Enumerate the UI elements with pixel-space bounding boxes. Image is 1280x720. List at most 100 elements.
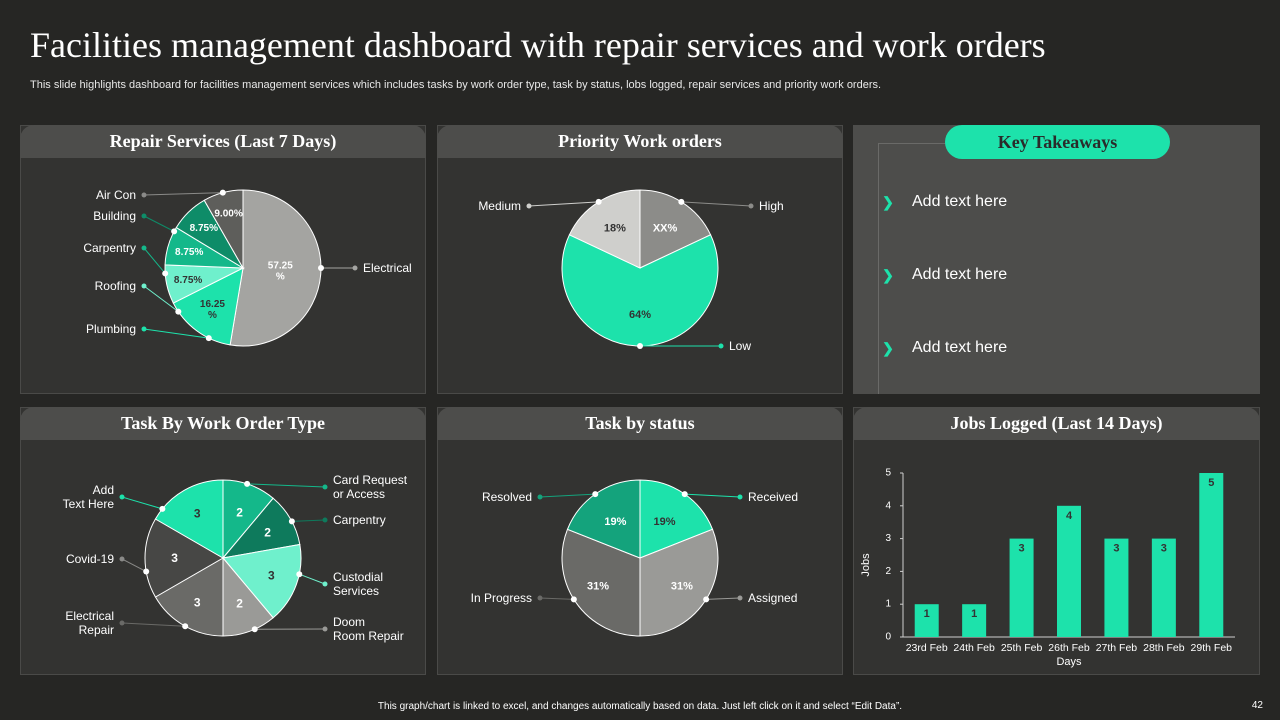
callout-dot bbox=[182, 623, 189, 630]
x-tick-label: 24th Feb bbox=[953, 642, 995, 654]
callout-dot bbox=[296, 571, 303, 578]
callout-dot bbox=[592, 491, 599, 498]
callout-line bbox=[143, 285, 179, 313]
priority-work-orders-header: Priority Work orders bbox=[437, 125, 843, 158]
pie-value-label: 64% bbox=[629, 309, 651, 321]
jobs-logged-bar-chart[interactable]: 0 1 2 3 4 5 1 23rd Feb 1 24th Feb 3 25th Feb 4 26th F… bbox=[853, 440, 1260, 675]
bar[interactable] bbox=[1151, 538, 1176, 637]
callout-dot bbox=[171, 228, 178, 235]
pie-slice[interactable] bbox=[229, 189, 322, 347]
callout-dot bbox=[678, 198, 685, 205]
page-title: Facilities management dashboard with rep… bbox=[30, 25, 1046, 65]
footer-note: This graph/chart is linked to excel, and… bbox=[377, 701, 903, 712]
jobs-logged-header: Jobs Logged (Last 14 Days) bbox=[853, 407, 1260, 440]
key-takeaway-item[interactable]: ❯ Add text here bbox=[873, 337, 1007, 359]
callout-end-dot bbox=[322, 484, 328, 490]
key-takeaway-text[interactable]: Add text here bbox=[912, 339, 1008, 356]
pie-value-label: 16.25% bbox=[200, 298, 225, 320]
legend-label: Add Text Here bbox=[63, 483, 115, 511]
y-tick-label: 3 bbox=[885, 533, 891, 544]
pie-value-label: 2 bbox=[236, 506, 243, 520]
chevron-right-icon: ❯ bbox=[882, 193, 894, 210]
x-tick-label: 28th Feb bbox=[1143, 642, 1185, 654]
priority-work-orders-pie-chart[interactable]: XX% High 64% Low 18% Medium bbox=[437, 158, 843, 394]
legend-label: Carpentry bbox=[333, 513, 386, 527]
callout-dot bbox=[162, 270, 169, 277]
legend-label: Received bbox=[748, 490, 798, 504]
pie-value-label: 3 bbox=[194, 506, 201, 520]
pie-value-label: 19% bbox=[604, 516, 626, 528]
pie-value-label: 18% bbox=[604, 222, 626, 234]
legend-label: Medium bbox=[478, 199, 521, 213]
pie-value-label: XX% bbox=[653, 222, 678, 234]
pie-value-label: 57.25% bbox=[268, 260, 293, 282]
bar[interactable] bbox=[1009, 538, 1034, 637]
callout-end-dot bbox=[737, 494, 743, 500]
pie-slice[interactable] bbox=[154, 479, 224, 559]
key-takeaways-connector bbox=[878, 143, 948, 144]
key-takeaways-timeline bbox=[878, 143, 879, 394]
callout-end-dot bbox=[141, 192, 147, 198]
y-tick-label: 2 bbox=[885, 566, 891, 577]
y-tick-label: 1 bbox=[885, 599, 891, 610]
callout-end-dot bbox=[141, 283, 147, 289]
callout-line bbox=[143, 192, 223, 196]
callout-end-dot bbox=[737, 595, 743, 601]
bar[interactable] bbox=[1104, 538, 1129, 637]
callout-line bbox=[706, 597, 741, 600]
chevron-right-icon: ❯ bbox=[882, 339, 894, 356]
legend-label: Air Con bbox=[96, 188, 136, 202]
callout-line bbox=[681, 201, 752, 207]
bar[interactable] bbox=[962, 604, 987, 637]
x-axis-label: Days bbox=[1056, 656, 1082, 668]
legend-label: Low bbox=[729, 339, 751, 353]
callout-end-dot bbox=[526, 203, 532, 209]
callout-line bbox=[247, 483, 326, 488]
x-tick-label: 27th Feb bbox=[1096, 642, 1138, 654]
callout-line bbox=[143, 328, 209, 339]
pie-value-label: 31% bbox=[587, 580, 609, 592]
legend-label: Building bbox=[93, 209, 136, 223]
callout-end-dot bbox=[322, 581, 328, 587]
callout-dot bbox=[570, 596, 577, 603]
legend-label: Covid-19 bbox=[66, 552, 114, 566]
callout-line bbox=[684, 493, 741, 498]
callout-end-dot bbox=[119, 556, 125, 562]
repair-services-pie-chart[interactable]: 57.25 % Electrical 16.25 % Plumbing 8.75% Roofi… bbox=[20, 158, 426, 394]
x-tick-label: 25th Feb bbox=[1001, 642, 1043, 654]
pie-value-label: 8.75% bbox=[174, 274, 202, 285]
legend-label: Carpentry bbox=[83, 241, 136, 255]
callout-end-dot bbox=[141, 245, 147, 251]
key-takeaway-item[interactable]: ❯ Add text here bbox=[873, 191, 1007, 213]
bar[interactable] bbox=[914, 604, 939, 637]
work-order-type-header: Task By Work Order Type bbox=[20, 407, 426, 440]
pie-value-label: 19% bbox=[654, 516, 676, 528]
callout-end-dot bbox=[119, 494, 125, 500]
legend-label: Resolved bbox=[482, 490, 532, 504]
callout-dot bbox=[288, 518, 295, 525]
pie-slice[interactable] bbox=[172, 267, 244, 346]
y-tick-label: 4 bbox=[885, 500, 891, 511]
callout-line bbox=[539, 597, 574, 600]
callout-end-dot bbox=[141, 213, 147, 219]
legend-label: In Progress bbox=[471, 591, 532, 605]
pie-slice[interactable] bbox=[144, 518, 225, 598]
pie-value-label: 9.00% bbox=[214, 208, 242, 219]
bar[interactable] bbox=[1057, 505, 1081, 637]
legend-label: Custodial Services bbox=[333, 570, 383, 598]
key-takeaways-title: Key Takeaways bbox=[945, 125, 1170, 159]
callout-line bbox=[121, 496, 163, 510]
callout-end-dot bbox=[537, 494, 543, 500]
callout-dot bbox=[637, 343, 643, 349]
page-subtitle: This slide highlights dashboard for faci… bbox=[30, 79, 882, 91]
task-status-pie-chart[interactable]: 19% Received 31% Assigned 31% In Progress 19% R… bbox=[437, 440, 843, 675]
work-order-type-pie-chart[interactable]: 2 Card Request or Access 2 Carpentry 3 Custodi… bbox=[20, 440, 426, 675]
bar[interactable] bbox=[1199, 473, 1224, 637]
key-takeaway-text[interactable]: Add text here bbox=[912, 193, 1008, 210]
pie-slice[interactable] bbox=[222, 543, 302, 619]
callout-dot bbox=[318, 265, 324, 271]
key-takeaway-text[interactable]: Add text here bbox=[912, 266, 1008, 283]
key-takeaway-item[interactable]: ❯ Add text here bbox=[873, 264, 1007, 286]
legend-label: Electrical bbox=[363, 261, 412, 275]
bar-value-label: 3 bbox=[1161, 543, 1167, 555]
